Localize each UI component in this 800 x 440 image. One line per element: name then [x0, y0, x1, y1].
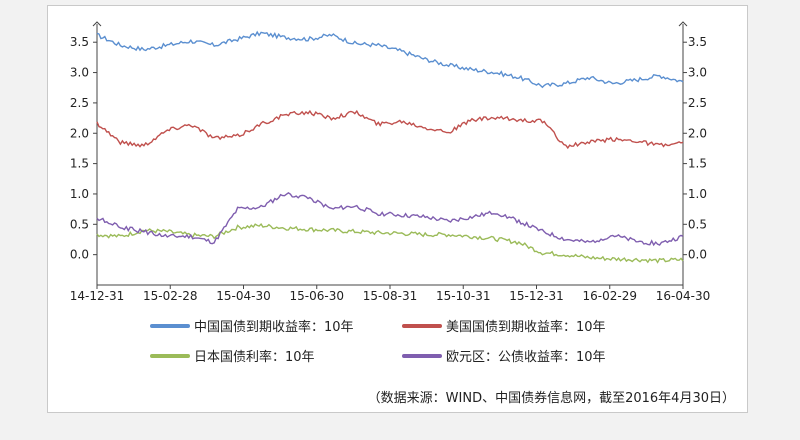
- series-lines: [96, 30, 684, 264]
- legend-label: 日本国债利率：10年: [194, 349, 315, 365]
- y-tick-label-right: 3.5: [688, 35, 707, 49]
- series-line-2: [96, 109, 684, 150]
- source-note: （数据来源：WIND、中国债券信息网，截至2016年4月30日）: [368, 390, 735, 406]
- y-axis-right-cap: [678, 21, 688, 27]
- x-tick-label: 14-12-31: [70, 289, 124, 303]
- legend-label: 美国国债到期收益率：10年: [446, 319, 606, 335]
- x-tick-label: 15-06-30: [290, 289, 344, 303]
- series-line-1: [96, 30, 684, 89]
- x-tick-label: 15-02-28: [143, 289, 197, 303]
- y-tick-label-right: 1.0: [688, 187, 707, 201]
- x-tick-label: 16-02-29: [583, 289, 637, 303]
- y-tick-label-right: 3.0: [688, 66, 707, 80]
- y-tick-label-left: 2.0: [70, 126, 89, 140]
- chart-panel: [47, 5, 748, 413]
- x-tick-label: 15-10-31: [436, 289, 490, 303]
- y-tick-label-left: 0.5: [70, 217, 89, 231]
- y-tick-label-left: 2.5: [70, 96, 89, 110]
- y-axis-left-cap: [92, 21, 102, 27]
- series-line-3: [96, 222, 684, 264]
- x-tick-label: 15-12-31: [509, 289, 563, 303]
- y-tick-label-right: 2.0: [688, 126, 707, 140]
- legend-label: 欧元区：公债收益率：10年: [446, 349, 606, 365]
- legend-label: 中国国债到期收益率：10年: [194, 319, 354, 335]
- y-tick-label-right: 0.0: [688, 248, 707, 262]
- y-tick-label-right: 0.5: [688, 217, 707, 231]
- y-tick-label-right: 2.5: [688, 96, 707, 110]
- y-tick-label-left: 0.0: [70, 248, 89, 262]
- axes: 0.0 0.0 0.5 0.5 1.0 1.0 1.5 1.5 2.0 2.0 2.5 2.5 3.0 3…: [70, 21, 710, 303]
- y-tick-label-left: 1.0: [70, 187, 89, 201]
- x-tick-label: 16-04-30: [656, 289, 710, 303]
- y-tick-label-right: 1.5: [688, 157, 707, 171]
- y-tick-label-left: 3.0: [70, 66, 89, 80]
- series-line-4: [96, 192, 684, 247]
- y-tick-label-left: 3.5: [70, 35, 89, 49]
- x-tick-label: 15-04-30: [216, 289, 270, 303]
- y-tick-label-left: 1.5: [70, 157, 89, 171]
- x-tick-label: 15-08-31: [363, 289, 417, 303]
